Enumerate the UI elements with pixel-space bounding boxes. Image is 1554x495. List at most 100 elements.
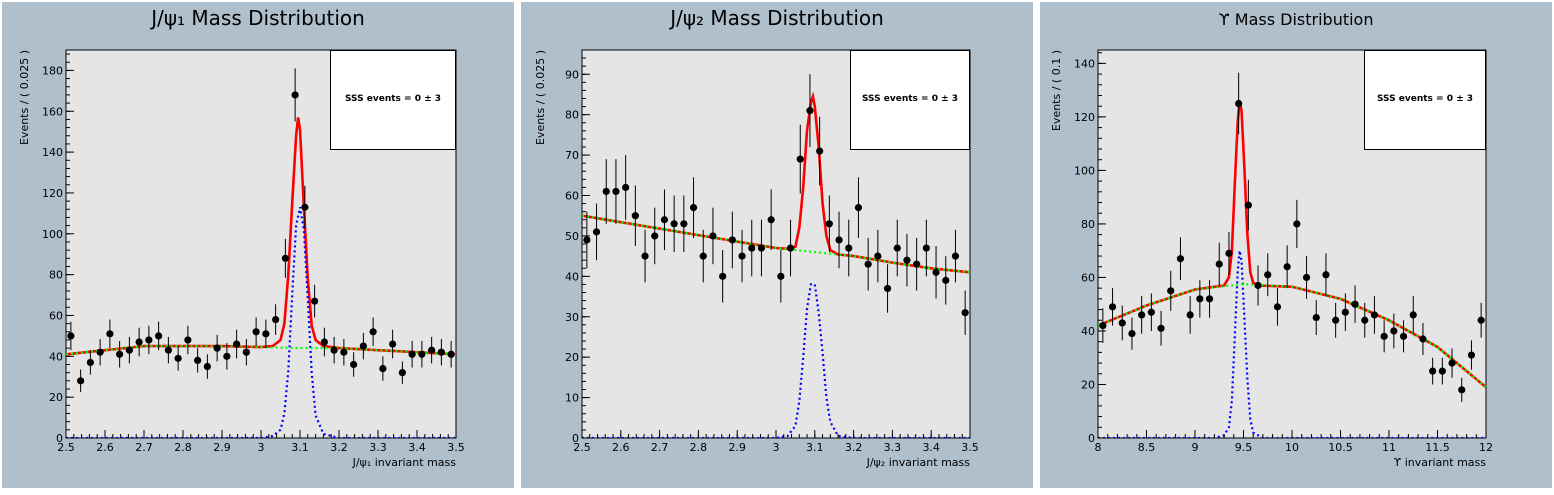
data-point	[174, 354, 182, 362]
x-tick-label: 2.8	[690, 441, 708, 454]
x-tick-label: 12	[1479, 441, 1493, 454]
chart-title: J/ψ₂ Mass Distribution	[670, 6, 884, 30]
data-point	[1118, 319, 1126, 327]
data-point	[135, 338, 143, 346]
y-tick-label: 100	[42, 228, 63, 241]
data-point	[194, 356, 202, 364]
data-point	[223, 352, 231, 360]
data-point	[1293, 220, 1301, 228]
y-tick-label: 180	[42, 64, 63, 77]
y-tick-label: 60	[565, 190, 579, 203]
data-point	[951, 252, 960, 260]
data-point	[816, 147, 824, 155]
data-point	[631, 212, 639, 220]
data-point	[408, 350, 416, 358]
data-point	[835, 236, 843, 244]
data-point	[1244, 201, 1252, 209]
data-point	[1467, 351, 1476, 359]
x-tick-label: 9.5	[1235, 441, 1253, 454]
y-tick-label: 90	[565, 68, 579, 81]
signal-fit-curve	[66, 206, 456, 438]
data-point	[1235, 99, 1243, 108]
y-tick-label: 80	[1081, 218, 1095, 231]
x-tick-label: 3.4	[922, 441, 940, 454]
y-tick-label: 0	[1088, 432, 1095, 445]
x-tick-label: 3.2	[330, 441, 348, 454]
y-tick-label: 120	[1074, 111, 1095, 124]
data-point	[641, 252, 649, 260]
data-point	[311, 297, 319, 305]
upsilon-mass-panel: ϒ Mass Distribution 8 8.5 9 9.5 10 10.5 11 11.5…	[1040, 2, 1552, 488]
data-point	[1429, 367, 1437, 375]
signal-fit-curve	[1098, 250, 1486, 438]
data-point	[233, 340, 241, 348]
data-point	[184, 336, 192, 344]
data-point	[116, 350, 124, 358]
data-point	[281, 254, 289, 262]
data-point	[242, 348, 250, 356]
x-tick-label: 3.1	[806, 441, 824, 454]
x-tick-label: 8	[1095, 441, 1102, 454]
background-fit-curve	[582, 214, 970, 274]
data-point	[883, 284, 892, 293]
data-point	[622, 183, 630, 192]
data-point	[1477, 316, 1485, 324]
data-point	[651, 232, 659, 240]
y-tick-label: 20	[565, 351, 579, 364]
x-tick-label: 3.5	[447, 441, 465, 454]
data-point	[680, 220, 688, 228]
data-point	[1147, 308, 1155, 316]
data-point	[757, 244, 766, 252]
plot-area	[1098, 72, 1486, 438]
data-point	[893, 244, 901, 252]
data-point	[1380, 332, 1388, 340]
x-axis-title: ϒ invariant mass	[1394, 456, 1487, 469]
data-point	[913, 260, 921, 268]
data-point	[922, 244, 930, 252]
x-tick-label: 2.5	[57, 441, 75, 454]
data-point	[961, 309, 969, 317]
x-axis-title: J/ψ₂ invariant mass	[866, 456, 971, 469]
data-point	[719, 272, 727, 280]
y-tick-label: 10	[565, 392, 579, 405]
y-tick-label: 120	[42, 187, 63, 200]
data-point	[447, 350, 455, 358]
data-point	[96, 348, 104, 356]
data-point	[1361, 316, 1369, 324]
x-tick-label: 3.5	[961, 441, 979, 454]
data-point	[1448, 359, 1456, 367]
data-point	[670, 220, 678, 228]
x-tick-label: 3.4	[408, 441, 426, 454]
data-point	[1196, 295, 1204, 303]
data-point	[77, 377, 85, 385]
data-point	[272, 315, 280, 324]
total-fit-curve	[1098, 100, 1486, 389]
jpsi2-mass-panel: J/ψ₂ Mass Distribution 2.5 2.6 2.7 2.8 2.9 3 3…	[521, 2, 1033, 488]
x-tick-label: 3	[258, 441, 265, 454]
y-axis-title: Events / ( 0.025 )	[534, 50, 547, 145]
data-point	[1128, 330, 1136, 338]
chart-title: J/ψ₁ Mass Distribution	[151, 6, 365, 30]
data-point	[709, 232, 717, 240]
data-point	[213, 344, 221, 352]
data-point	[350, 360, 358, 369]
x-tick-label: 2.8	[174, 441, 192, 454]
data-point	[1157, 324, 1165, 332]
data-point	[738, 252, 746, 260]
x-tick-label: 3	[773, 441, 780, 454]
y-tick-label: 80	[49, 269, 63, 282]
data-point	[1264, 271, 1272, 279]
data-point	[330, 346, 338, 354]
data-point	[1167, 287, 1175, 295]
data-point	[301, 203, 309, 211]
y-axis-title: Events / ( 0.025 )	[18, 50, 31, 145]
y-tick-label: 70	[565, 149, 579, 162]
data-point	[796, 155, 804, 163]
data-point	[1215, 260, 1223, 268]
data-point	[418, 350, 426, 358]
data-point	[748, 244, 756, 252]
data-point	[1390, 327, 1398, 335]
x-tick-label: 11	[1382, 441, 1396, 454]
data-point	[428, 346, 436, 354]
